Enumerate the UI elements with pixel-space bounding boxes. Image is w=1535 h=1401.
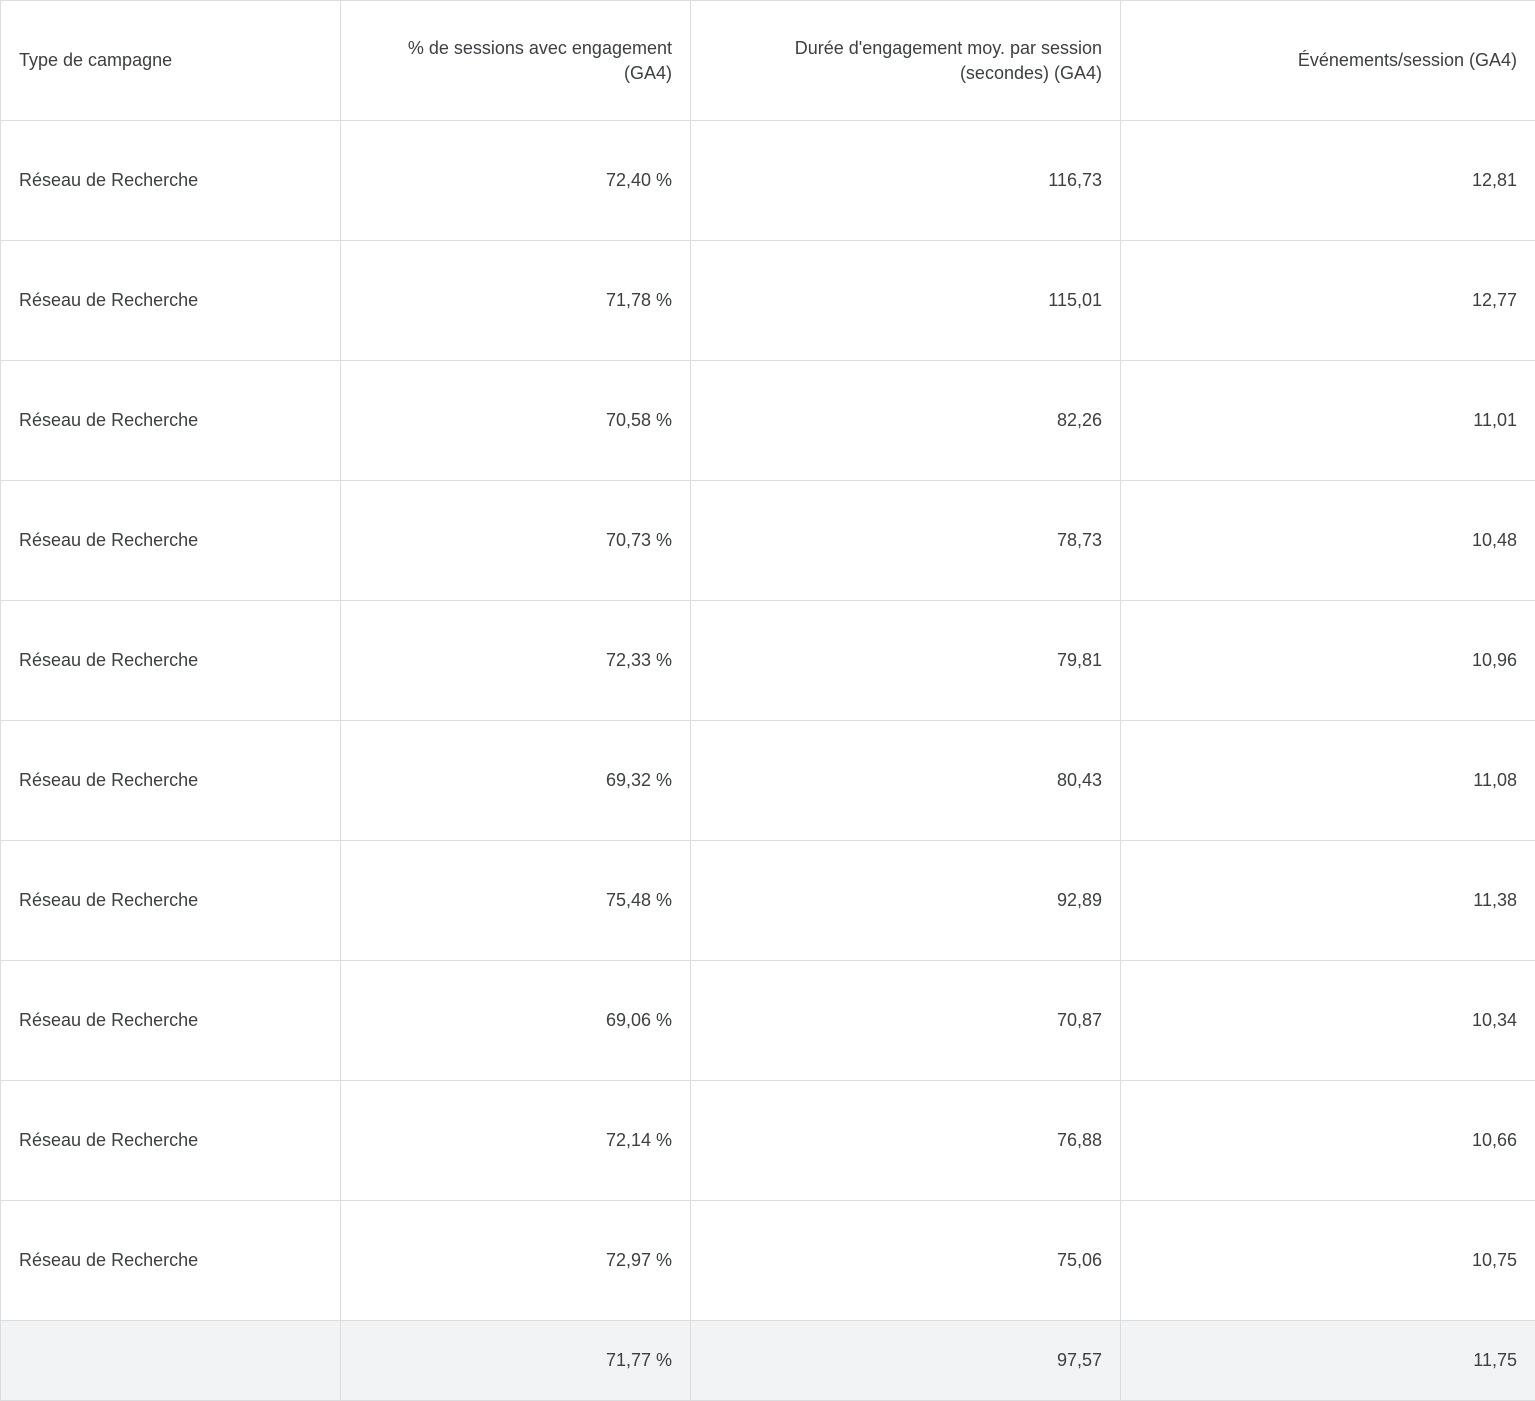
cell-total-type [1,1321,341,1401]
column-header-avg-engagement[interactable]: Durée d'engagement moy. par session (sec… [691,1,1121,121]
cell-duration: 79,81 [691,601,1121,721]
cell-engaged: 70,58 % [341,361,691,481]
cell-duration: 75,06 [691,1201,1121,1321]
cell-duration: 76,88 [691,1081,1121,1201]
table-row[interactable]: Réseau de Recherche 69,32 % 80,43 11,08 [1,721,1535,841]
cell-engaged: 75,48 % [341,841,691,961]
table-row[interactable]: Réseau de Recherche 72,14 % 76,88 10,66 [1,1081,1535,1201]
cell-events: 10,75 [1121,1201,1535,1321]
cell-events: 11,38 [1121,841,1535,961]
cell-total-engaged: 71,77 % [341,1321,691,1401]
table-row[interactable]: Réseau de Recherche 72,97 % 75,06 10,75 [1,1201,1535,1321]
table-row[interactable]: Réseau de Recherche 72,33 % 79,81 10,96 [1,601,1535,721]
cell-total-duration: 97,57 [691,1321,1121,1401]
cell-engaged: 72,33 % [341,601,691,721]
cell-events: 10,66 [1121,1081,1535,1201]
cell-campaign-type: Réseau de Recherche [1,1081,341,1201]
table-row[interactable]: Réseau de Recherche 70,73 % 78,73 10,48 [1,481,1535,601]
cell-events: 12,77 [1121,241,1535,361]
cell-duration: 115,01 [691,241,1121,361]
table-row[interactable]: Réseau de Recherche 71,78 % 115,01 12,77 [1,241,1535,361]
table-total-row: 71,77 % 97,57 11,75 [1,1321,1535,1401]
cell-duration: 82,26 [691,361,1121,481]
table-header-row: Type de campagne % de sessions avec enga… [1,1,1535,121]
ga4-metrics-table: Type de campagne % de sessions avec enga… [0,0,1535,1401]
cell-campaign-type: Réseau de Recherche [1,841,341,961]
column-header-campaign-type[interactable]: Type de campagne [1,1,341,121]
cell-engaged: 72,14 % [341,1081,691,1201]
cell-duration: 80,43 [691,721,1121,841]
table-row[interactable]: Réseau de Recherche 69,06 % 70,87 10,34 [1,961,1535,1081]
cell-duration: 92,89 [691,841,1121,961]
cell-campaign-type: Réseau de Recherche [1,961,341,1081]
cell-events: 11,01 [1121,361,1535,481]
table-row[interactable]: Réseau de Recherche 75,48 % 92,89 11,38 [1,841,1535,961]
cell-total-events: 11,75 [1121,1321,1535,1401]
cell-events: 10,34 [1121,961,1535,1081]
cell-campaign-type: Réseau de Recherche [1,121,341,241]
table-row[interactable]: Réseau de Recherche 70,58 % 82,26 11,01 [1,361,1535,481]
cell-engaged: 70,73 % [341,481,691,601]
column-header-engaged-sessions[interactable]: % de sessions avec engagement (GA4) [341,1,691,121]
table-row[interactable]: Réseau de Recherche 72,40 % 116,73 12,81 [1,121,1535,241]
cell-campaign-type: Réseau de Recherche [1,361,341,481]
cell-events: 10,48 [1121,481,1535,601]
ga4-metrics-table-container: Type de campagne % de sessions avec enga… [0,0,1535,1401]
cell-campaign-type: Réseau de Recherche [1,721,341,841]
cell-events: 10,96 [1121,601,1535,721]
cell-duration: 116,73 [691,121,1121,241]
cell-campaign-type: Réseau de Recherche [1,1201,341,1321]
cell-engaged: 71,78 % [341,241,691,361]
cell-duration: 78,73 [691,481,1121,601]
cell-engaged: 72,97 % [341,1201,691,1321]
column-header-events-per-session[interactable]: Événements/session (GA4) [1121,1,1535,121]
cell-campaign-type: Réseau de Recherche [1,241,341,361]
cell-engaged: 69,32 % [341,721,691,841]
cell-engaged: 72,40 % [341,121,691,241]
cell-engaged: 69,06 % [341,961,691,1081]
cell-duration: 70,87 [691,961,1121,1081]
cell-campaign-type: Réseau de Recherche [1,601,341,721]
cell-campaign-type: Réseau de Recherche [1,481,341,601]
cell-events: 12,81 [1121,121,1535,241]
cell-events: 11,08 [1121,721,1535,841]
